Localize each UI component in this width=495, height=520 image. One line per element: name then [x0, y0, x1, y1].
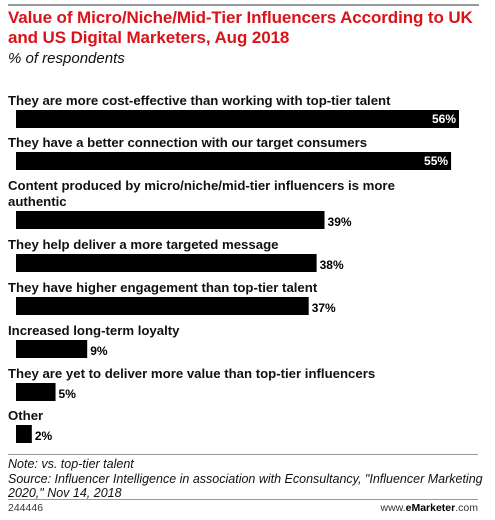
category-label: They have a better connection with our t…: [8, 135, 367, 150]
chart-notes: Note: vs. top-tier talent Source: Influe…: [8, 457, 488, 501]
bar: [16, 152, 452, 170]
footer-rule: [8, 499, 478, 500]
value-label: 5%: [59, 387, 77, 401]
bar: [16, 211, 325, 229]
value-label: 39%: [328, 215, 352, 229]
category-label: They are more cost-effective than workin…: [8, 93, 391, 108]
chart-title: Value of Micro/Niche/Mid-Tier Influencer…: [8, 8, 473, 47]
category-label: Content produced by micro/niche/mid-tier…: [8, 178, 395, 209]
category-label: Increased long-term loyalty: [8, 323, 180, 338]
value-label: 9%: [90, 344, 108, 358]
brand-name: eMarketer: [405, 502, 456, 514]
bar: [16, 297, 309, 315]
note-text: Note: vs. top-tier talent: [8, 457, 134, 471]
divider-rule: [8, 454, 478, 455]
bar: [16, 110, 459, 128]
chart-subtitle: % of respondents: [8, 50, 125, 67]
category-label: They help deliver a more targeted messag…: [8, 237, 278, 252]
brand-credit: www.eMarketer.com: [380, 502, 478, 514]
bar: [16, 254, 317, 272]
chart-id: 244446: [8, 502, 44, 514]
value-label: 56%: [432, 112, 456, 126]
value-label: 38%: [320, 258, 344, 272]
value-label: 37%: [312, 301, 336, 315]
source-text: Source: Influencer Intelligence in assoc…: [8, 471, 483, 501]
top-rule: [8, 4, 479, 6]
value-label: 2%: [35, 429, 53, 443]
category-label: They have higher engagement than top-tie…: [8, 280, 318, 295]
bar: [16, 383, 56, 401]
bar: [16, 340, 88, 358]
category-label: Other: [8, 408, 43, 423]
value-label: 55%: [424, 154, 448, 168]
footer: 244446 www.eMarketer.com: [8, 502, 478, 516]
bar: [16, 425, 32, 443]
bar-chart: They are more cost-effective than workin…: [8, 93, 459, 443]
category-label: They are yet to deliver more value than …: [8, 366, 375, 381]
